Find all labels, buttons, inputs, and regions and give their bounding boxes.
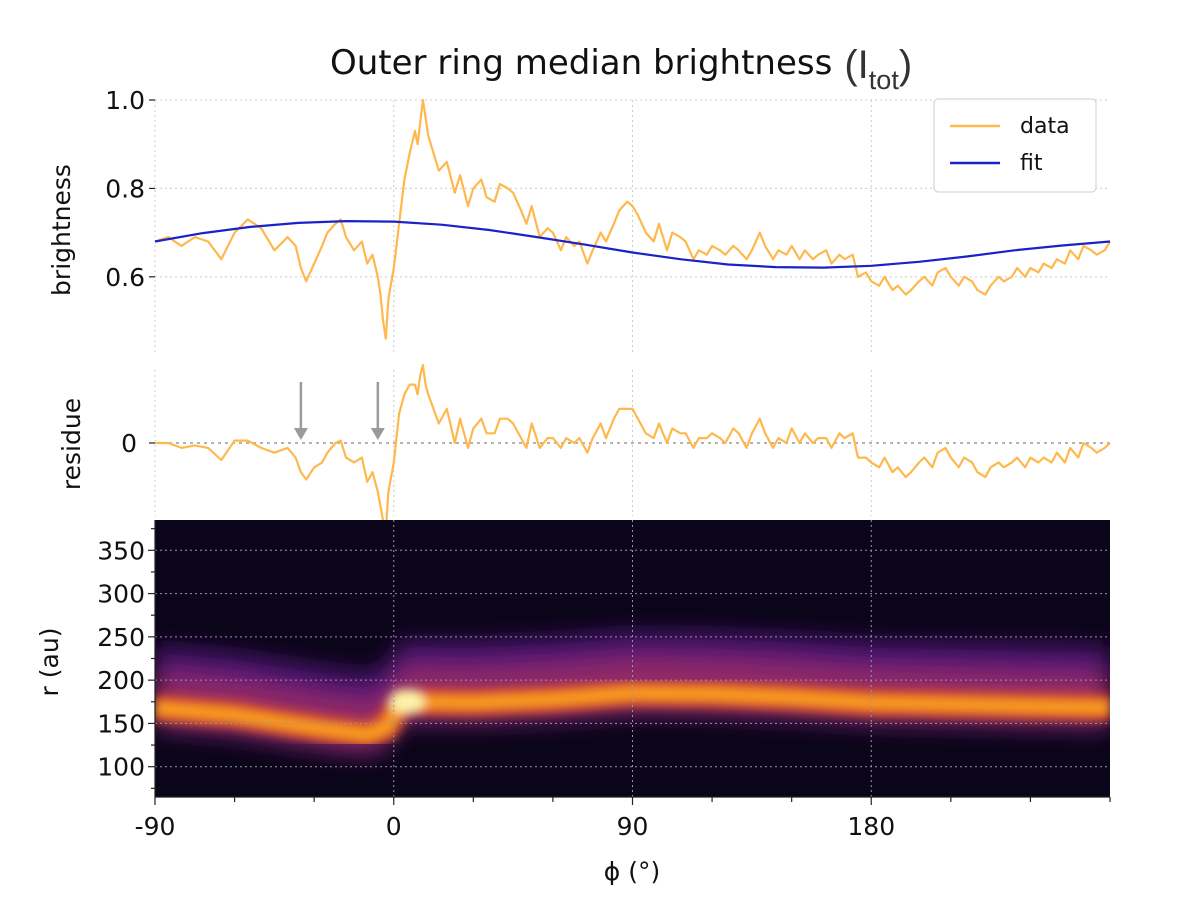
residue-series (155, 364, 1111, 532)
heatmap-ytick-label: 150 (97, 709, 145, 738)
arrow-annotation-head (293, 428, 308, 440)
series-residue-line (155, 364, 1111, 532)
heatmap-ytick-label: 100 (97, 753, 145, 782)
heatmap-ylabel: r (au) (35, 628, 64, 697)
legend-label-data: data (1020, 114, 1070, 139)
title-paren-close: ) (899, 43, 912, 87)
heatmap-ytick-label: 200 (97, 666, 145, 695)
legend: data fit (933, 98, 1097, 193)
heatmap-xtick-label: 180 (847, 812, 895, 841)
title-symbol: I (858, 43, 869, 87)
series-fit-line (154, 220, 1111, 269)
title-paren-open: ( (844, 43, 858, 87)
heatmap-ring-core (155, 687, 1110, 741)
heatmap-xlabel: ϕ (°) (604, 857, 660, 886)
heatmap-ytick-label: 350 (97, 536, 145, 565)
chart-title-group: Outer ring median brightness ( I tot ) (330, 43, 912, 95)
heatmap-ridge (155, 680, 1110, 748)
brightness-ytick-label: 1.0 (105, 86, 145, 115)
heatmap-xtick-label: 90 (617, 812, 649, 841)
residue-ylabel: residue (57, 398, 86, 490)
legend-label-fit: fit (1020, 151, 1043, 176)
heatmap-xtick-label: -90 (135, 812, 176, 841)
series-data-line (154, 98, 1111, 340)
residue-grid (154, 370, 1110, 516)
heatmap-hotspot (389, 689, 426, 714)
heatmap-ytick-label: 300 (97, 580, 145, 609)
residue-axes: 0 (121, 429, 155, 458)
residue-annotations (293, 382, 385, 440)
brightness-ytick-label: 0.6 (105, 263, 145, 292)
heatmap-panel: -90 0 90 180 100 150 200 250 300 350 r (au) ϕ (°) (35, 520, 1111, 886)
legend-box (933, 98, 1097, 193)
heatmap-axes: -90 0 90 180 100 150 200 250 300 350 (97, 520, 1111, 841)
residue-ytick-label: 0 (121, 429, 137, 458)
title-symbol-subscript: tot (869, 65, 900, 95)
brightness-panel: 0.6 0.8 1.0 brightness data fit (47, 86, 1111, 352)
arrow-annotation-head (370, 428, 385, 440)
residue-panel: 0 residue (57, 364, 1111, 532)
brightness-axes: 0.6 0.8 1.0 (105, 86, 155, 292)
chart-title: Outer ring median brightness (330, 43, 832, 83)
brightness-ylabel: brightness (47, 164, 76, 296)
brightness-series (154, 98, 1111, 340)
heatmap-xtick-label: 0 (386, 812, 402, 841)
heatmap-ytick-label: 250 (97, 623, 145, 652)
brightness-ytick-label: 0.8 (105, 174, 145, 203)
